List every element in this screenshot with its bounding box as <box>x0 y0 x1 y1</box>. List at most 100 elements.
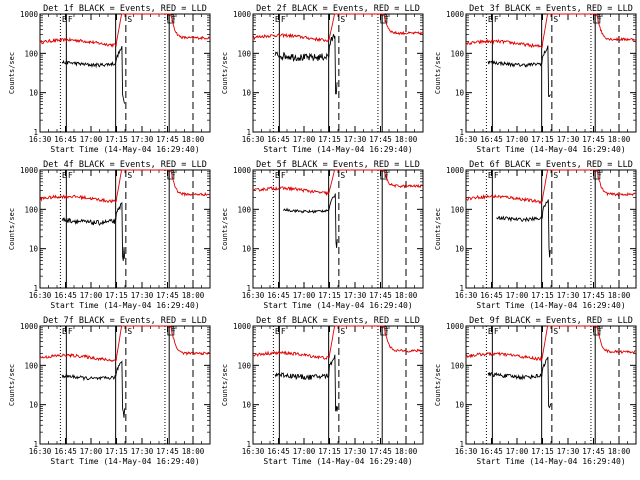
y-tick-label: 100 <box>450 205 464 214</box>
marker-label: F <box>384 327 389 336</box>
x-tick-label: 16:45 <box>480 447 503 456</box>
panel-title: Det 4f BLACK = Events, RED = LLD <box>43 160 207 170</box>
x-tick-label: 16:45 <box>480 135 503 144</box>
x-axis-label: Start Time (14-May-04 16:29:40) <box>476 145 625 154</box>
panel-3: Det 3f BLACK = Events, RED = LLD 1 10 100 10… <box>434 4 637 154</box>
x-tick-label: 16:45 <box>267 135 290 144</box>
panel-1: Det 1f BLACK = Events, RED = LLD 1 10 100 10… <box>8 4 211 154</box>
x-tick-label: 18:00 <box>608 291 631 300</box>
marker-label: E <box>488 327 493 336</box>
panel-title: Det 2f BLACK = Events, RED = LLD <box>256 4 420 14</box>
marker-label: F <box>597 15 602 24</box>
x-tick-label: 18:00 <box>182 291 205 300</box>
y-axis-label: Counts/sec <box>221 364 229 406</box>
x-tick-label: 17:45 <box>582 291 605 300</box>
marker-label: F <box>597 171 602 180</box>
x-tick-label: 16:30 <box>242 291 265 300</box>
x-tick-label: 17:45 <box>369 135 392 144</box>
events-series <box>61 202 126 261</box>
y-tick-label: 1 <box>246 284 251 293</box>
y-tick-label: 1000 <box>20 10 39 19</box>
marker-label: F <box>597 327 602 336</box>
x-axis-label: Start Time (14-May-04 16:29:40) <box>50 457 199 466</box>
y-axis-label: Counts/sec <box>221 208 229 250</box>
x-tick-label: 16:45 <box>54 291 77 300</box>
x-tick-label: 17:00 <box>293 447 316 456</box>
marker-label: S <box>127 327 132 336</box>
x-tick-label: 17:45 <box>156 447 179 456</box>
events-series <box>496 199 551 258</box>
x-tick-label: 16:30 <box>29 447 52 456</box>
x-tick-label: 16:30 <box>242 135 265 144</box>
x-tick-label: 16:30 <box>455 291 478 300</box>
plot-frame <box>252 169 424 289</box>
x-tick-label: 17:30 <box>557 291 580 300</box>
events-series <box>274 354 339 412</box>
events-series <box>283 193 338 248</box>
panel-7: Det 7f BLACK = Events, RED = LLD 1 10 100 10… <box>8 316 211 466</box>
marker-label: F <box>171 171 176 180</box>
plot-frame <box>252 325 424 445</box>
y-tick-label: 100 <box>237 205 251 214</box>
x-axis-label: Start Time (14-May-04 16:29:40) <box>476 301 625 310</box>
x-tick-label: 16:30 <box>29 135 52 144</box>
lld-series <box>252 325 423 360</box>
plot-frame <box>39 13 211 133</box>
panel-title: Det 8f BLACK = Events, RED = LLD <box>256 316 420 326</box>
y-tick-label: 1000 <box>20 322 39 331</box>
y-axis-label: Counts/sec <box>434 52 442 94</box>
x-tick-label: 17:30 <box>131 447 154 456</box>
marker-label: S <box>127 15 132 24</box>
x-tick-label: 17:00 <box>80 291 103 300</box>
y-axis-label: Counts/sec <box>8 364 16 406</box>
x-tick-label: 17:15 <box>105 291 128 300</box>
x-tick-label: 17:45 <box>156 291 179 300</box>
marker-label: F <box>281 171 286 180</box>
x-tick-label: 17:15 <box>318 291 341 300</box>
y-tick-label: 1 <box>33 440 38 449</box>
marker-label: E <box>62 15 67 24</box>
y-tick-label: 10 <box>455 89 465 98</box>
x-tick-label: 17:30 <box>557 135 580 144</box>
events-series <box>487 356 552 409</box>
panel-8: Det 8f BLACK = Events, RED = LLD 1 10 100 10… <box>221 316 424 466</box>
y-tick-label: 1 <box>459 128 464 137</box>
lld-series <box>39 325 210 362</box>
x-tick-label: 16:45 <box>480 291 503 300</box>
y-tick-label: 100 <box>24 205 38 214</box>
x-tick-label: 16:30 <box>455 447 478 456</box>
marker-label: F <box>494 171 499 180</box>
marker-label: F <box>68 15 73 24</box>
x-axis-label: Start Time (14-May-04 16:29:40) <box>50 301 199 310</box>
lld-series <box>465 13 636 49</box>
x-tick-label: 18:00 <box>608 447 631 456</box>
marker-label: F <box>494 327 499 336</box>
lld-series <box>39 13 210 48</box>
x-tick-label: 16:30 <box>29 291 52 300</box>
y-tick-label: 10 <box>29 89 39 98</box>
panel-2: Det 2f BLACK = Events, RED = LLD 1 10 100 10… <box>221 4 424 154</box>
marker-label: F <box>281 327 286 336</box>
y-tick-label: 1 <box>246 440 251 449</box>
events-series <box>61 360 126 418</box>
marker-label: F <box>171 327 176 336</box>
lld-series <box>252 169 423 197</box>
x-tick-label: 16:45 <box>54 447 77 456</box>
x-tick-label: 17:15 <box>105 135 128 144</box>
marker-label: E <box>275 15 280 24</box>
panel-9: Det 9f BLACK = Events, RED = LLD 1 10 100 10… <box>434 316 637 466</box>
marker-label: S <box>340 327 345 336</box>
marker-label: E <box>275 327 280 336</box>
y-tick-label: 100 <box>24 49 38 58</box>
panel-6: Det 6f BLACK = Events, RED = LLD 1 10 100 10… <box>434 160 637 310</box>
lld-series <box>465 169 636 205</box>
lld-series <box>40 169 210 204</box>
y-tick-label: 1 <box>459 284 464 293</box>
x-tick-label: 18:00 <box>395 291 418 300</box>
marker-label: F <box>68 171 73 180</box>
marker-label: S <box>553 15 558 24</box>
panel-4: Det 4f BLACK = Events, RED = LLD 1 10 100 10… <box>8 160 211 310</box>
x-tick-label: 16:45 <box>267 291 290 300</box>
y-tick-label: 10 <box>242 89 252 98</box>
x-tick-label: 17:15 <box>531 135 554 144</box>
